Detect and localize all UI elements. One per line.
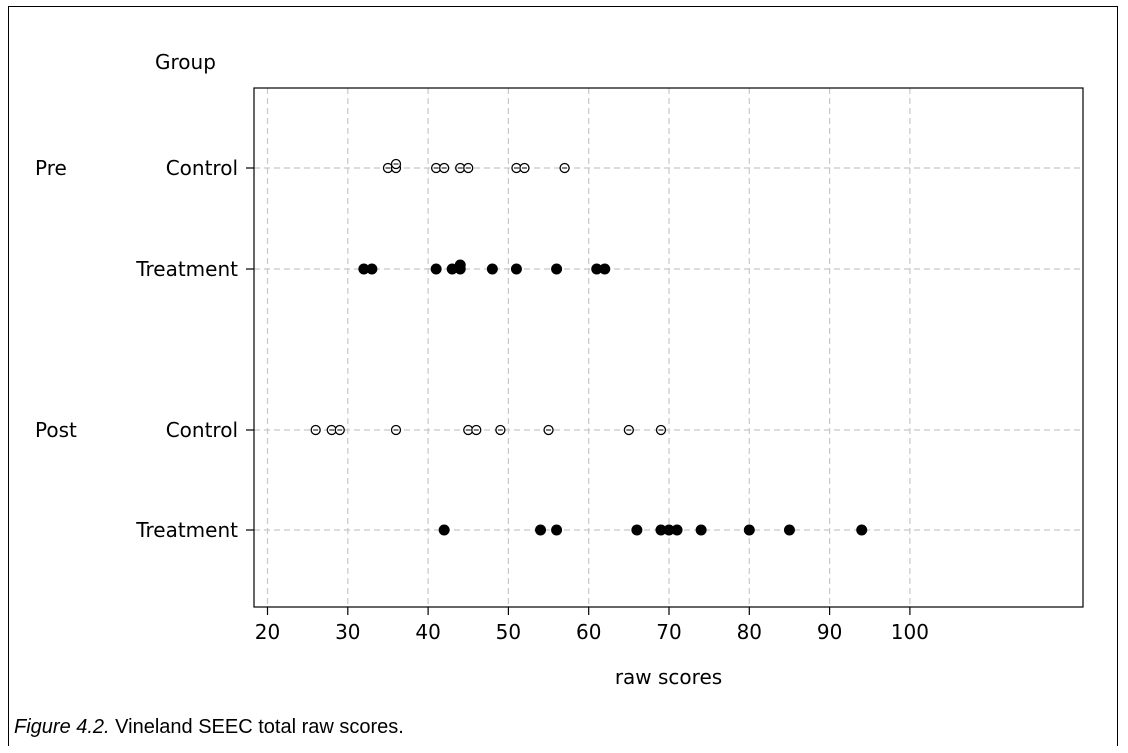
x-tick-label: 20: [255, 620, 280, 644]
x-axis-label: raw scores: [615, 665, 722, 689]
x-tick-label: 80: [737, 620, 762, 644]
x-tick-label: 90: [817, 620, 842, 644]
x-tick-label: 100: [891, 620, 929, 644]
data-point: [551, 263, 563, 275]
x-axis: 20 30 40 50 60 70 80 90 100: [255, 607, 929, 644]
data-point: [599, 263, 611, 275]
group-header: Group: [155, 50, 216, 74]
data-point: [454, 259, 466, 271]
caption-text: Vineland SEEC total raw scores.: [109, 716, 404, 738]
data-point: [510, 263, 522, 275]
group-label: Treatment: [135, 257, 238, 281]
data-point: [663, 524, 675, 536]
figure-label: Figure 4.2.: [14, 716, 110, 738]
x-tick-label: 40: [415, 620, 440, 644]
data-point: [358, 263, 370, 275]
data-point: [655, 524, 667, 536]
data-point: [366, 263, 378, 275]
data-point: [783, 524, 795, 536]
x-tick-label: 60: [576, 620, 601, 644]
data-points: [310, 158, 868, 536]
data-point: [430, 263, 442, 275]
data-point: [743, 524, 755, 536]
group-label: Control: [166, 156, 238, 180]
group-label: Treatment: [135, 518, 238, 542]
data-point: [486, 263, 498, 275]
data-point: [631, 524, 643, 536]
x-tick-label: 50: [496, 620, 521, 644]
x-tick-label: 70: [656, 620, 681, 644]
period-label: Pre: [35, 156, 67, 180]
x-tick-label: 30: [335, 620, 360, 644]
data-point: [671, 524, 683, 536]
figure-frame: [8, 6, 1118, 746]
data-point: [591, 263, 603, 275]
data-point: [438, 524, 450, 536]
period-label: Post: [35, 418, 77, 442]
figure-caption: Figure 4.2. Vineland SEEC total raw scor…: [14, 716, 404, 739]
row-labels: Control Pre Treatment Control Post Treatment: [35, 156, 254, 542]
data-point: [535, 524, 547, 536]
group-label: Control: [166, 418, 238, 442]
data-point: [856, 524, 868, 536]
data-point: [695, 524, 707, 536]
data-point: [551, 524, 563, 536]
